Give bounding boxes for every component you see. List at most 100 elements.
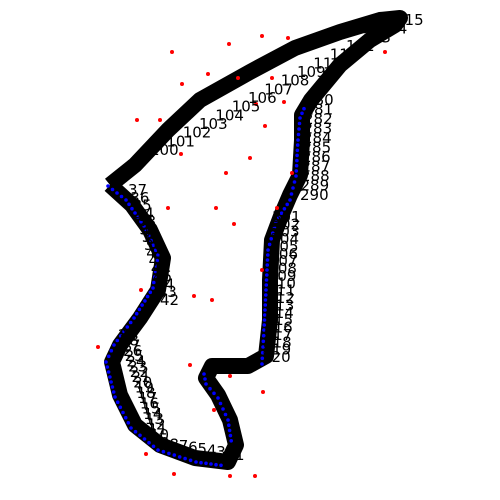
track-index-label: 282 [304, 110, 333, 128]
track-index-label: 112 [346, 37, 375, 55]
track-point [119, 194, 124, 199]
track-index-label: 32 [139, 220, 158, 238]
track-point [218, 401, 223, 406]
track-point [298, 116, 302, 120]
track-index-label: 286 [302, 148, 331, 166]
track-index-label: 105 [232, 98, 261, 116]
track-index-label: 31 [142, 228, 161, 246]
track-point [264, 288, 268, 292]
track-point [106, 354, 111, 359]
scatter-point [206, 72, 210, 76]
track-point [115, 191, 119, 195]
track-point [265, 258, 270, 262]
track-index-label: 16 [140, 394, 159, 412]
track-point [227, 428, 232, 433]
track-point [262, 328, 266, 332]
track-point [138, 433, 142, 438]
track-point [153, 248, 158, 252]
track-index-label: 43 [158, 283, 177, 301]
track-index-label: 104 [215, 106, 244, 124]
track-point [152, 280, 156, 285]
track-index-label: 12 [147, 416, 166, 434]
track-point [202, 372, 206, 376]
track-index-label: 4 [207, 442, 217, 460]
track-point [156, 448, 160, 452]
track-point [111, 390, 116, 394]
scatter-point [286, 36, 290, 40]
track-point [142, 437, 147, 441]
scatter-point [158, 118, 162, 122]
track-point [277, 215, 281, 220]
track-index-label: 18 [137, 384, 156, 402]
track-point [219, 463, 223, 468]
track-index-label: 33 [137, 212, 156, 230]
track-point [292, 180, 297, 184]
track-point [113, 395, 117, 399]
scatter-point [232, 222, 236, 226]
track-point [295, 143, 300, 147]
track-index-label: 46 [151, 260, 170, 278]
track-index-label: 109 [297, 63, 326, 81]
track-point [265, 268, 269, 272]
track-point [110, 187, 115, 192]
track-index-label: 289 [301, 177, 330, 195]
track-index-label: 301 [272, 208, 301, 226]
track-index-label: 316 [264, 319, 293, 337]
track-index-label: 314 [265, 304, 294, 322]
track-point [172, 453, 177, 457]
track-index-label: 303 [271, 223, 300, 241]
track-point [161, 449, 166, 454]
track-index-label: 28 [120, 331, 139, 349]
track-point [264, 278, 269, 282]
track-point [212, 391, 216, 396]
track-point [146, 233, 151, 238]
track-point [105, 365, 110, 369]
scatter-point [166, 206, 170, 210]
track-index-label: 3 [216, 443, 226, 461]
track-point [109, 380, 113, 384]
scatter-point [179, 152, 183, 156]
track-index-label: 1 [235, 446, 245, 464]
scatter-point [210, 298, 214, 302]
track-index-label: 115 [395, 11, 424, 29]
track-index-label: 110 [313, 54, 342, 72]
track-index-label: 315 [265, 311, 294, 329]
track-index-label: 302 [272, 215, 301, 233]
track-index-label: 317 [264, 326, 293, 344]
track-point [285, 202, 290, 207]
scatter-point [260, 34, 264, 38]
track-point [133, 211, 137, 215]
track-index-label: 320 [262, 348, 291, 366]
scatter-point [260, 268, 264, 272]
track-index-label: 36 [130, 189, 149, 207]
track-point [260, 356, 265, 361]
track-point [294, 174, 298, 178]
track-index-label: 102 [183, 124, 212, 142]
track-point [188, 458, 193, 463]
track-index-label: 19 [135, 379, 154, 397]
track-index-label: 25 [125, 347, 144, 365]
track-index-labels: 3736353433323130494746454443422928272625… [118, 11, 424, 464]
track-index-label: 308 [268, 260, 297, 278]
track-point [123, 415, 128, 420]
track-point [226, 418, 230, 422]
scatter-point [170, 50, 174, 54]
track-point [263, 298, 268, 302]
track-point [261, 339, 266, 344]
track-point [227, 423, 231, 428]
scatter-point [139, 288, 143, 292]
track-index-label: 7 [179, 437, 189, 455]
track-index-label: 313 [266, 296, 295, 314]
track-index-label: 22 [130, 363, 149, 381]
track-point [209, 462, 213, 466]
track-point [264, 293, 268, 297]
track-point [151, 243, 156, 248]
track-index-label: 6 [188, 439, 198, 457]
track-point [221, 407, 225, 411]
track-point [151, 444, 156, 449]
track-point [115, 338, 120, 343]
track-point [265, 263, 270, 267]
track-index-label: 20 [133, 373, 152, 391]
track-point [266, 253, 270, 257]
